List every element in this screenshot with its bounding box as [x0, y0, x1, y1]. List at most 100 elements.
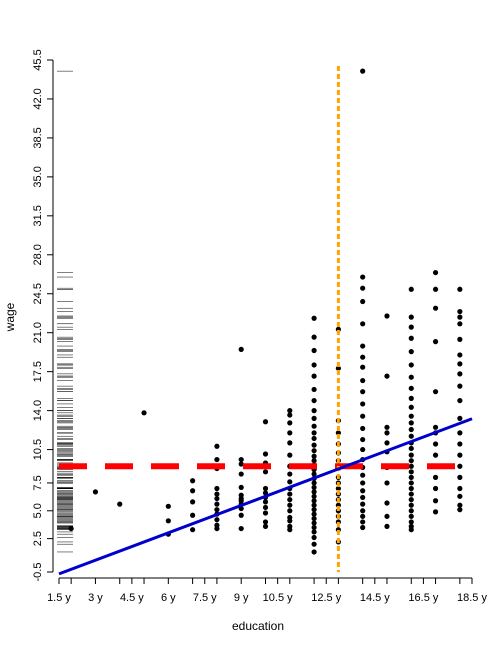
data-point [408, 497, 414, 503]
data-point [190, 527, 196, 533]
data-point [238, 346, 244, 352]
x-tick-label: 3 y [88, 592, 103, 604]
data-point [384, 430, 390, 436]
data-point [360, 343, 366, 349]
data-point [287, 523, 293, 529]
data-point [408, 413, 414, 419]
data-point [311, 493, 317, 499]
x-tick-label: 4.5 y [120, 592, 144, 604]
data-point [384, 313, 390, 319]
y-tick-label: 45.5 [32, 49, 44, 70]
data-point [457, 383, 463, 389]
data-point [457, 361, 463, 367]
data-point [384, 424, 390, 430]
x-tick-label: 9 y [234, 592, 249, 604]
data-point [262, 510, 269, 516]
data-point [408, 519, 414, 525]
data-point [287, 412, 293, 418]
y-axis-label: wage [3, 302, 17, 332]
data-point [408, 445, 414, 452]
data-point [360, 446, 366, 453]
data-point [432, 474, 439, 480]
data-point [408, 374, 414, 380]
data-point [311, 435, 317, 442]
y-tick-label: 17.5 [32, 361, 44, 382]
data-point [311, 453, 317, 459]
data-point [360, 519, 366, 525]
data-point [311, 408, 317, 414]
data-point [457, 314, 463, 320]
data-point [262, 519, 269, 525]
data-point [311, 549, 317, 555]
data-point [68, 525, 74, 532]
data-point [432, 498, 439, 504]
data-point [311, 480, 317, 486]
data-point [408, 513, 414, 519]
y-tick-label: 5.0 [32, 503, 44, 518]
data-point [190, 512, 196, 518]
data-point [262, 419, 269, 425]
data-point [408, 404, 414, 410]
data-point [311, 442, 317, 448]
data-point [141, 410, 147, 416]
data-point [214, 501, 220, 507]
data-point [432, 485, 439, 492]
data-point [432, 441, 439, 447]
data-point [408, 349, 414, 355]
data-point [287, 479, 293, 485]
data-point [384, 513, 390, 519]
data-point [214, 495, 220, 502]
data-point [262, 499, 269, 505]
data-point [457, 286, 463, 292]
data-point [190, 478, 196, 484]
data-point [432, 269, 439, 276]
x-tick-label: 1.5 y [47, 592, 71, 604]
x-tick-label: 12.5 y [311, 592, 341, 604]
data-point [214, 456, 220, 463]
data-point [408, 474, 414, 480]
data-point [214, 485, 220, 492]
data-point [238, 461, 244, 467]
data-point [360, 513, 366, 519]
data-point [311, 423, 317, 429]
data-point [432, 286, 439, 292]
data-point [311, 415, 317, 421]
data-point [311, 334, 317, 340]
data-point [262, 485, 269, 492]
data-point [360, 413, 366, 419]
data-point [360, 285, 366, 291]
data-point [287, 471, 293, 477]
data-point [408, 286, 414, 292]
data-point [262, 523, 269, 529]
data-point [384, 440, 390, 446]
x-axis-label: education [232, 619, 284, 633]
y-tick-label: 38.5 [32, 127, 44, 148]
x-tick-label: 18.5 y [457, 592, 487, 604]
data-point [214, 517, 220, 523]
data-point [311, 315, 317, 321]
data-point [92, 489, 99, 495]
data-point [311, 397, 317, 404]
data-point [311, 511, 317, 517]
data-point [457, 371, 463, 377]
data-point [457, 308, 463, 315]
data-point [311, 373, 317, 379]
data-point [408, 362, 414, 368]
data-point [432, 424, 439, 430]
data-point [457, 415, 463, 421]
data-point [408, 324, 414, 330]
data-point [432, 452, 439, 458]
y-tick-label: 24.5 [32, 283, 44, 304]
x-tick-label: 14.5 y [360, 592, 390, 604]
data-point [311, 386, 317, 393]
data-point [384, 373, 390, 379]
data-point [408, 335, 414, 341]
data-point [408, 420, 414, 426]
data-point [408, 458, 414, 464]
y-tick-label: 10.5 [32, 439, 44, 460]
data-point [287, 430, 293, 436]
y-tick-label: 2.5 [32, 531, 44, 546]
y-tick-label: 35.0 [32, 166, 44, 187]
y-tick-label: 7.5 [32, 475, 44, 490]
data-point [262, 469, 269, 475]
